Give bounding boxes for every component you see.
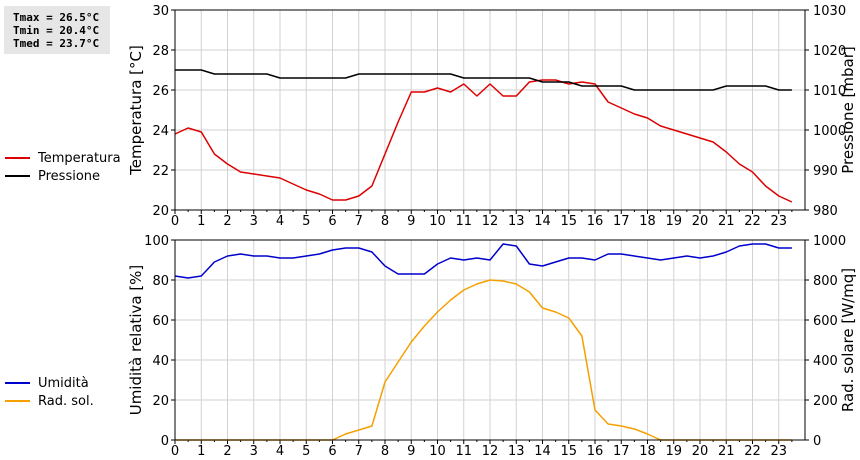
legend-label: Umidità (38, 376, 89, 391)
x-tick-label: 17 (613, 444, 630, 459)
y2-tick-label: 1000 (813, 234, 846, 249)
x-tick-label: 19 (665, 444, 682, 459)
series-line-1 (174, 79, 793, 203)
x-tick-label: 14 (534, 214, 551, 229)
x-tick-label: 12 (482, 444, 499, 459)
x-tick-label: 13 (508, 214, 525, 229)
legend-label: Temperatura (37, 151, 121, 166)
x-tick-label: 6 (328, 444, 336, 459)
x-tick-label: 13 (508, 444, 525, 459)
y-axis-label: Umidità relativa [%] (127, 265, 145, 416)
x-tick-label: 0 (171, 444, 179, 459)
x-tick-label: 14 (534, 444, 551, 459)
tmax-label: Tmax = 26.5°C (13, 11, 100, 24)
y-tick-label: 20 (152, 204, 169, 219)
x-tick-label: 1 (197, 444, 205, 459)
x-tick-label: 1 (197, 214, 205, 229)
x-tick-label: 21 (718, 444, 735, 459)
y2-tick-label: 980 (813, 204, 838, 219)
x-tick-label: 3 (250, 444, 258, 459)
y2-tick-label: 600 (813, 314, 838, 329)
y-tick-label: 26 (152, 84, 169, 99)
y2-axis-label: Rad. solare [W/mq] (839, 268, 857, 412)
series-line-2 (175, 279, 792, 441)
x-tick-label: 7 (355, 444, 363, 459)
x-tick-label: 5 (302, 214, 310, 229)
x-tick-label: 7 (355, 214, 363, 229)
y2-tick-label: 1030 (813, 4, 846, 19)
x-tick-label: 4 (276, 214, 284, 229)
x-tick-label: 9 (407, 214, 415, 229)
y-tick-label: 22 (152, 164, 169, 179)
tmin-label: Tmin = 20.4°C (13, 24, 100, 37)
x-tick-label: 16 (587, 444, 604, 459)
x-tick-label: 3 (250, 214, 258, 229)
x-tick-label: 22 (744, 444, 761, 459)
legend-label: Rad. sol. (38, 394, 94, 409)
x-tick-label: 12 (482, 214, 499, 229)
x-tick-label: 9 (407, 444, 415, 459)
plot-frame (174, 9, 806, 211)
y-tick-label: 0 (161, 434, 169, 449)
y2-tick-label: 0 (813, 434, 821, 449)
x-tick-label: 17 (613, 214, 630, 229)
y-tick-label: 24 (152, 124, 169, 139)
stats-box: Tmax = 26.5°C Tmin = 20.4°C Tmed = 23.7°… (4, 6, 110, 54)
series-line-2 (175, 69, 792, 91)
y2-tick-label: 200 (813, 394, 838, 409)
x-tick-label: 10 (429, 444, 446, 459)
x-tick-label: 8 (381, 214, 389, 229)
x-tick-label: 23 (770, 444, 787, 459)
tmed-label: Tmed = 23.7°C (13, 37, 100, 50)
x-tick-label: 23 (770, 214, 787, 229)
x-tick-label: 20 (692, 214, 709, 229)
x-tick-label: 11 (455, 444, 472, 459)
y-tick-label: 100 (144, 234, 169, 249)
x-tick-label: 16 (587, 214, 604, 229)
y2-tick-label: 990 (813, 164, 838, 179)
y2-tick-label: 400 (813, 354, 838, 369)
y-axis-label: Temperatura [°C] (127, 45, 145, 176)
x-tick-label: 19 (665, 214, 682, 229)
x-tick-label: 22 (744, 214, 761, 229)
y-tick-label: 80 (152, 274, 169, 289)
plot-frame (174, 239, 806, 441)
y2-axis-label: Pressione [mbar] (839, 46, 857, 174)
series-line-1 (174, 243, 792, 279)
x-tick-label: 6 (328, 214, 336, 229)
x-tick-label: 15 (560, 444, 577, 459)
x-tick-label: 0 (171, 214, 179, 229)
legend-label: Pressione (38, 169, 100, 184)
x-tick-label: 8 (381, 444, 389, 459)
y-tick-label: 30 (152, 4, 169, 19)
x-tick-label: 10 (429, 214, 446, 229)
x-tick-label: 5 (302, 444, 310, 459)
x-tick-label: 4 (276, 444, 284, 459)
x-tick-label: 18 (639, 214, 656, 229)
x-tick-label: 18 (639, 444, 656, 459)
x-tick-label: 15 (560, 214, 577, 229)
y-tick-label: 40 (152, 354, 169, 369)
y2-tick-label: 1000 (813, 124, 846, 139)
y-tick-label: 20 (152, 394, 169, 409)
y2-tick-label: 1020 (813, 44, 846, 59)
y2-tick-label: 800 (813, 274, 838, 289)
y-tick-label: 28 (152, 44, 169, 59)
x-tick-label: 2 (223, 214, 231, 229)
x-tick-label: 11 (455, 214, 472, 229)
x-tick-label: 20 (692, 444, 709, 459)
y-tick-label: 60 (152, 314, 169, 329)
y2-tick-label: 1010 (813, 84, 846, 99)
x-tick-label: 2 (223, 444, 231, 459)
x-tick-label: 21 (718, 214, 735, 229)
